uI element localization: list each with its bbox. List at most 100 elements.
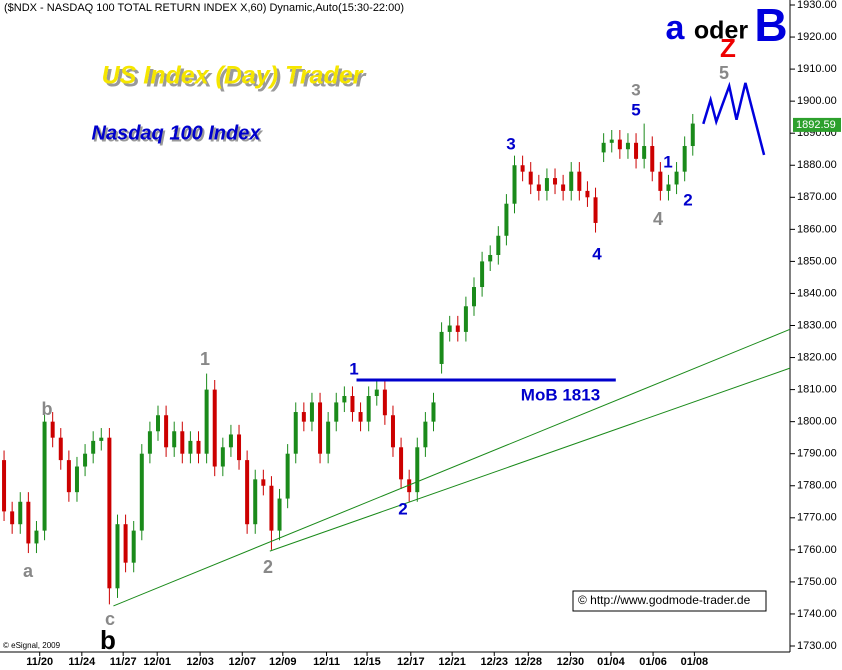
candle-body (253, 479, 258, 525)
trend-line (113, 328, 791, 607)
candle-body (107, 437, 112, 589)
candle-body (131, 530, 136, 563)
candle-body (690, 123, 695, 147)
y-tick-label: 1790.00 (797, 448, 837, 460)
wave-label: 5 (719, 63, 729, 83)
candle-body (26, 501, 31, 544)
wave-label: 5 (631, 100, 640, 119)
candle-body (472, 287, 476, 307)
candle-body (617, 139, 622, 150)
candle-body (10, 511, 15, 525)
candle-body (520, 165, 525, 172)
candle-body (172, 431, 177, 448)
y-tick-label: 1930.00 (797, 0, 837, 11)
candle-body (439, 331, 444, 364)
y-tick-label: 1860.00 (797, 223, 837, 235)
projection-path (702, 81, 766, 156)
candle-body (326, 421, 331, 454)
x-tick-label: 12/01 (143, 656, 171, 668)
candle-body (196, 440, 201, 454)
last-price-label: 1892.59 (796, 119, 836, 131)
candle-body (83, 453, 88, 467)
chart-header: ($NDX - NASDAQ 100 TOTAL RETURN INDEX X,… (4, 2, 404, 14)
wave-label: 1 (200, 349, 210, 369)
candle-body (544, 178, 549, 191)
scenario-a: a (666, 9, 686, 47)
candle-body (390, 415, 395, 448)
candle-body (115, 524, 120, 589)
wave-label: 4 (592, 244, 602, 263)
candle-body (366, 396, 371, 422)
candle-body (156, 415, 160, 432)
x-tick-label: 01/08 (681, 656, 709, 668)
candle-body (488, 254, 493, 262)
candle-body (164, 415, 169, 448)
x-tick-label: 01/06 (639, 656, 667, 668)
y-tick-label: 1840.00 (797, 287, 837, 299)
candle-body (123, 524, 128, 563)
wave-label: c (105, 609, 115, 629)
candle-body (237, 434, 242, 461)
title-shadow: US Index (Day) Trader (105, 65, 367, 93)
candle-body (334, 402, 339, 422)
x-tick-label: 12/07 (229, 656, 257, 668)
candle-body (42, 421, 47, 531)
subtitle-shadow: Nasdaq 100 Index (94, 124, 264, 146)
y-tick-label: 1910.00 (797, 63, 837, 75)
scenario-b: B (754, 0, 787, 51)
candle-body (593, 197, 598, 223)
candle-body (463, 306, 468, 332)
wave-label: a (23, 561, 34, 581)
candle-body (601, 142, 606, 153)
candle-body (609, 139, 614, 143)
x-tick-label: 12/28 (515, 656, 543, 668)
candle-body (139, 453, 144, 531)
candle-body (423, 421, 428, 448)
candle-body (634, 142, 639, 159)
candle-body (650, 146, 655, 172)
y-tick-label: 1760.00 (797, 544, 837, 556)
candle-body (431, 402, 436, 422)
candle-body (553, 178, 558, 185)
candle-body (228, 434, 233, 448)
candle-body (342, 396, 347, 403)
wave-label: 3 (631, 80, 640, 99)
website-box (572, 590, 767, 612)
y-tick-label: 1780.00 (797, 480, 837, 492)
x-tick-label: 12/17 (397, 656, 425, 668)
wave-label: 2 (398, 499, 407, 518)
candle-body (561, 184, 566, 191)
y-tick-label: 1770.00 (797, 512, 837, 524)
x-tick-label: 12/30 (557, 656, 585, 668)
scenario-oder: oder (694, 17, 748, 45)
last-price-box (793, 117, 841, 132)
candle-body (318, 402, 323, 454)
wave-label: 1 (349, 359, 358, 378)
wave-label: b (42, 399, 53, 419)
candle-body (536, 184, 541, 191)
candle-body (2, 460, 7, 512)
candle-body (569, 171, 574, 191)
y-tick-label: 1850.00 (797, 255, 837, 267)
x-tick-label: 11/20 (26, 656, 53, 668)
candle-body (204, 389, 209, 454)
source-note: © eSignal, 2009 (3, 641, 61, 650)
y-tick-label: 1810.00 (797, 384, 837, 396)
candle-body (269, 485, 274, 531)
candle-body (34, 530, 39, 544)
candle-body (415, 447, 420, 493)
y-tick-label: 1900.00 (797, 95, 837, 107)
candle-body (277, 498, 282, 531)
candle-body (261, 479, 266, 486)
candle-body (147, 431, 152, 454)
x-tick-label: 12/09 (269, 656, 297, 668)
candle-body (358, 412, 363, 422)
y-tick-label: 1740.00 (797, 608, 837, 620)
candle-body (220, 447, 225, 467)
candle-body (212, 389, 217, 467)
candle-body (682, 146, 687, 172)
wave-label: 4 (653, 209, 663, 229)
candle-body (504, 203, 509, 236)
y-tick-label: 1730.00 (797, 640, 837, 652)
